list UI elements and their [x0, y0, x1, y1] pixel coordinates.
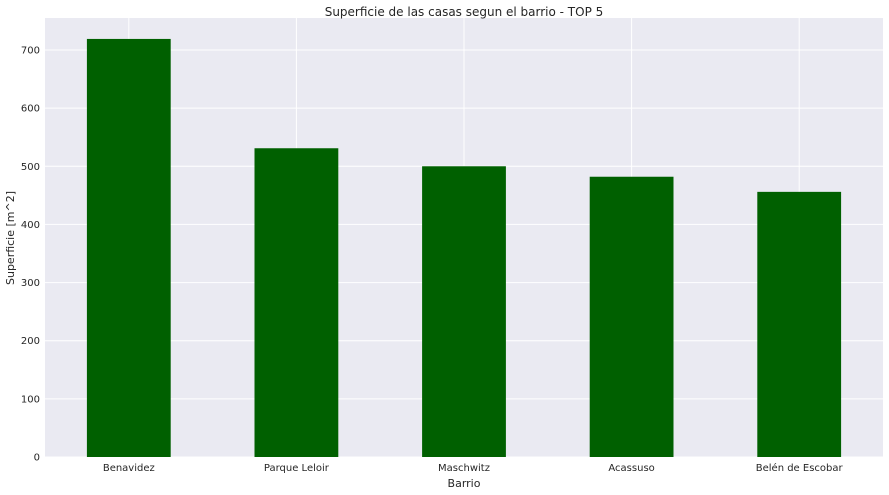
x-axis-label: Barrio — [448, 477, 481, 490]
y-tick-label: 100 — [21, 394, 40, 405]
bars — [86, 38, 842, 458]
y-tick-label: 500 — [21, 162, 40, 173]
y-tick-label: 700 — [21, 45, 40, 56]
x-tick-label: Parque Leloir — [264, 463, 330, 474]
y-tick-label: 600 — [21, 104, 40, 115]
y-tick-label: 300 — [21, 278, 40, 289]
y-tick-label: 400 — [21, 220, 40, 231]
bar — [757, 191, 842, 457]
y-tick-labels: 0 100 200 300 400 500 600 700 — [21, 45, 40, 463]
x-tick-label: Benavidez — [103, 463, 155, 474]
chart-title: Superficie de las casas segun el barrio … — [325, 5, 604, 19]
x-tick-label: Maschwitz — [438, 463, 490, 474]
bar — [86, 38, 171, 458]
bar — [422, 166, 506, 457]
y-axis-label: Superficie [m^2] — [4, 191, 17, 285]
y-tick-label: 200 — [21, 336, 40, 347]
bar — [254, 148, 339, 458]
x-tick-label: Belén de Escobar — [756, 462, 844, 474]
x-tick-labels: Benavidez Parque Leloir Maschwitz Acassuso B… — [103, 462, 844, 474]
bar — [589, 176, 674, 458]
x-tick-label: Acassuso — [608, 463, 654, 474]
y-tick-label: 0 — [34, 453, 40, 464]
